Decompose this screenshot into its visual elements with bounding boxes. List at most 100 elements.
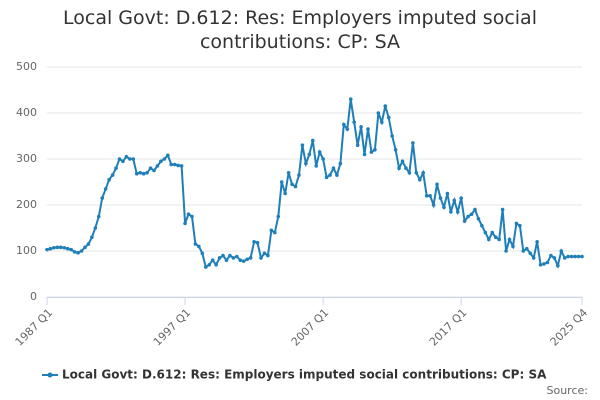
point bbox=[321, 157, 325, 161]
point bbox=[573, 254, 577, 259]
point bbox=[449, 210, 453, 214]
point bbox=[179, 164, 184, 168]
x-tick-label: 2017 Q1 bbox=[427, 306, 470, 349]
point bbox=[348, 97, 353, 101]
point bbox=[407, 171, 412, 175]
point bbox=[528, 251, 533, 256]
point bbox=[152, 168, 156, 173]
point bbox=[342, 122, 346, 127]
chart-title: Local Govt: D.612: Res: Employers impute… bbox=[63, 7, 537, 53]
point bbox=[345, 127, 350, 131]
point bbox=[352, 120, 356, 124]
point bbox=[473, 207, 477, 212]
x-tick-label: 2025 Q4 bbox=[548, 306, 591, 349]
point bbox=[304, 161, 308, 166]
point bbox=[511, 244, 515, 249]
point bbox=[397, 166, 401, 170]
point bbox=[228, 253, 232, 258]
point bbox=[300, 143, 305, 147]
point bbox=[190, 214, 194, 219]
point bbox=[386, 115, 391, 120]
point bbox=[45, 247, 49, 252]
y-tick-label: 100 bbox=[16, 244, 37, 257]
point bbox=[421, 171, 426, 175]
point bbox=[83, 245, 87, 250]
point bbox=[286, 171, 291, 175]
point bbox=[193, 242, 198, 246]
point bbox=[314, 164, 319, 168]
point bbox=[128, 157, 132, 161]
point bbox=[141, 171, 146, 176]
point bbox=[442, 205, 446, 210]
point bbox=[507, 237, 512, 242]
point bbox=[255, 240, 260, 245]
point bbox=[493, 235, 498, 239]
point bbox=[514, 221, 519, 226]
series-line bbox=[46, 99, 582, 269]
point bbox=[469, 212, 474, 216]
point bbox=[273, 230, 277, 235]
point bbox=[121, 159, 125, 164]
point bbox=[262, 251, 267, 256]
point bbox=[248, 256, 253, 260]
point bbox=[210, 258, 215, 263]
point bbox=[172, 162, 177, 167]
point bbox=[138, 171, 142, 175]
point bbox=[455, 210, 460, 214]
y-tick-label: 300 bbox=[16, 152, 37, 165]
point bbox=[235, 254, 239, 259]
point bbox=[159, 159, 163, 164]
point bbox=[580, 254, 584, 259]
point bbox=[62, 245, 67, 250]
point bbox=[480, 223, 484, 228]
point bbox=[576, 254, 581, 259]
point bbox=[338, 161, 343, 166]
point bbox=[538, 263, 543, 267]
point bbox=[307, 152, 312, 157]
point bbox=[276, 214, 281, 219]
point bbox=[524, 246, 529, 251]
point bbox=[162, 157, 167, 161]
point bbox=[93, 226, 98, 230]
point bbox=[155, 164, 160, 168]
point bbox=[431, 203, 436, 207]
point bbox=[414, 171, 419, 175]
point bbox=[48, 246, 53, 251]
point bbox=[566, 254, 570, 259]
point bbox=[203, 265, 208, 269]
point bbox=[290, 182, 294, 187]
y-tick-label: 500 bbox=[16, 60, 37, 73]
point bbox=[279, 180, 284, 184]
point bbox=[424, 194, 429, 198]
point bbox=[411, 141, 415, 145]
point bbox=[383, 104, 388, 108]
point bbox=[400, 159, 405, 164]
point bbox=[124, 154, 129, 159]
source: Source: bbox=[547, 384, 589, 397]
point bbox=[562, 256, 567, 260]
point bbox=[355, 143, 360, 147]
point bbox=[166, 153, 170, 158]
point bbox=[559, 249, 564, 253]
legend-label: Local Govt: D.612: Res: Employers impute… bbox=[62, 368, 547, 382]
point bbox=[252, 240, 256, 244]
point bbox=[545, 260, 550, 265]
point bbox=[504, 249, 508, 253]
point bbox=[331, 166, 336, 170]
point bbox=[497, 237, 501, 242]
point bbox=[535, 240, 539, 244]
legend-marker bbox=[47, 372, 53, 378]
point bbox=[69, 247, 73, 252]
point bbox=[376, 111, 381, 115]
point bbox=[269, 228, 274, 233]
point bbox=[241, 259, 246, 263]
point bbox=[297, 173, 301, 177]
point bbox=[238, 258, 243, 263]
point bbox=[221, 253, 225, 258]
y-tick-label: 200 bbox=[16, 198, 37, 211]
point bbox=[86, 242, 91, 246]
point bbox=[207, 263, 212, 267]
point bbox=[487, 237, 491, 242]
point bbox=[404, 166, 408, 170]
point bbox=[335, 173, 339, 177]
